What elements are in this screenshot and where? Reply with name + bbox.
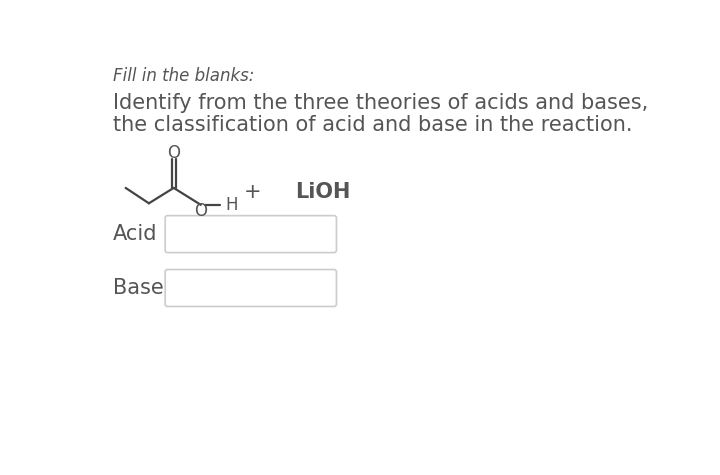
FancyBboxPatch shape [165,269,336,306]
Text: Fill in the blanks:: Fill in the blanks: [113,67,255,85]
Text: H: H [225,196,238,214]
Text: Base: Base [113,278,164,298]
Text: +: + [244,182,261,202]
FancyBboxPatch shape [165,216,336,253]
Text: LiOH: LiOH [295,182,351,202]
Text: Identify from the three theories of acids and bases,: Identify from the three theories of acid… [113,93,649,113]
Text: Acid: Acid [113,224,158,244]
Text: the classification of acid and base in the reaction.: the classification of acid and base in t… [113,115,633,135]
Text: O: O [194,202,207,220]
Text: O: O [167,144,180,162]
